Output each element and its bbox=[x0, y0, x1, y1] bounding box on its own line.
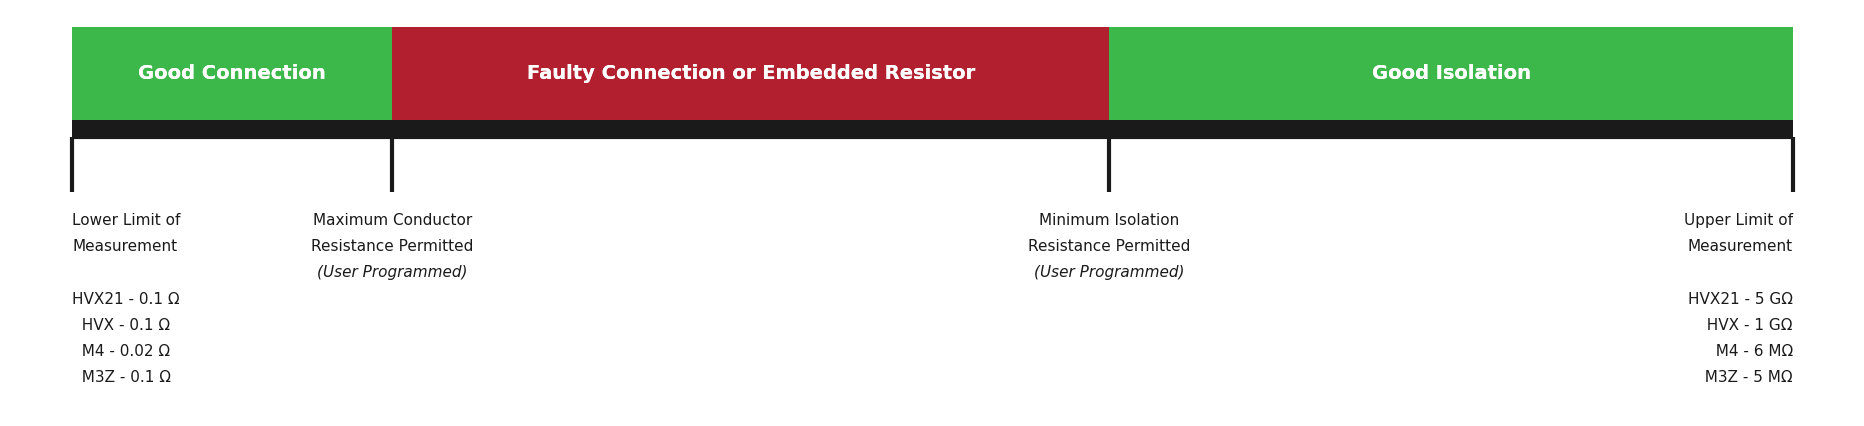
Text: (User Programmed): (User Programmed) bbox=[1035, 265, 1184, 280]
Text: M4 - 6 MΩ: M4 - 6 MΩ bbox=[1706, 344, 1791, 359]
Text: Good Connection: Good Connection bbox=[138, 64, 326, 83]
Text: HVX21 - 0.1 Ω: HVX21 - 0.1 Ω bbox=[73, 292, 179, 307]
Text: Faulty Connection or Embedded Resistor: Faulty Connection or Embedded Resistor bbox=[526, 64, 975, 83]
Text: M3Z - 5 MΩ: M3Z - 5 MΩ bbox=[1694, 371, 1791, 386]
Text: Measurement: Measurement bbox=[73, 239, 177, 254]
Text: Upper Limit of: Upper Limit of bbox=[1683, 213, 1791, 228]
Text: Minimum Isolation: Minimum Isolation bbox=[1038, 213, 1178, 228]
Text: Measurement: Measurement bbox=[1687, 239, 1791, 254]
Text: Maximum Conductor: Maximum Conductor bbox=[313, 213, 472, 228]
Text: M3Z - 0.1 Ω: M3Z - 0.1 Ω bbox=[73, 371, 171, 386]
Text: Lower Limit of: Lower Limit of bbox=[73, 213, 181, 228]
Text: (User Programmed): (User Programmed) bbox=[317, 265, 468, 280]
Bar bbox=[1109, 27, 1791, 120]
Text: M4 - 0.02 Ω: M4 - 0.02 Ω bbox=[73, 344, 170, 359]
Text: HVX - 1 GΩ: HVX - 1 GΩ bbox=[1696, 318, 1791, 333]
Text: Good Connection: Good Connection bbox=[138, 64, 326, 83]
Text: Good Isolation: Good Isolation bbox=[1370, 64, 1530, 83]
Bar bbox=[391, 27, 1109, 120]
Bar bbox=[73, 27, 391, 120]
Bar bbox=[1109, 27, 1791, 120]
Text: HVX - 0.1 Ω: HVX - 0.1 Ω bbox=[73, 318, 170, 333]
Bar bbox=[73, 27, 391, 120]
Text: Good Isolation: Good Isolation bbox=[1370, 64, 1530, 83]
Text: Resistance Permitted: Resistance Permitted bbox=[311, 239, 473, 254]
Bar bbox=[391, 27, 1109, 120]
Text: HVX21 - 5 GΩ: HVX21 - 5 GΩ bbox=[1687, 292, 1791, 307]
Text: Resistance Permitted: Resistance Permitted bbox=[1027, 239, 1189, 254]
Text: Faulty Connection or Embedded Resistor: Faulty Connection or Embedded Resistor bbox=[526, 64, 975, 83]
Bar bbox=[73, 27, 1791, 137]
